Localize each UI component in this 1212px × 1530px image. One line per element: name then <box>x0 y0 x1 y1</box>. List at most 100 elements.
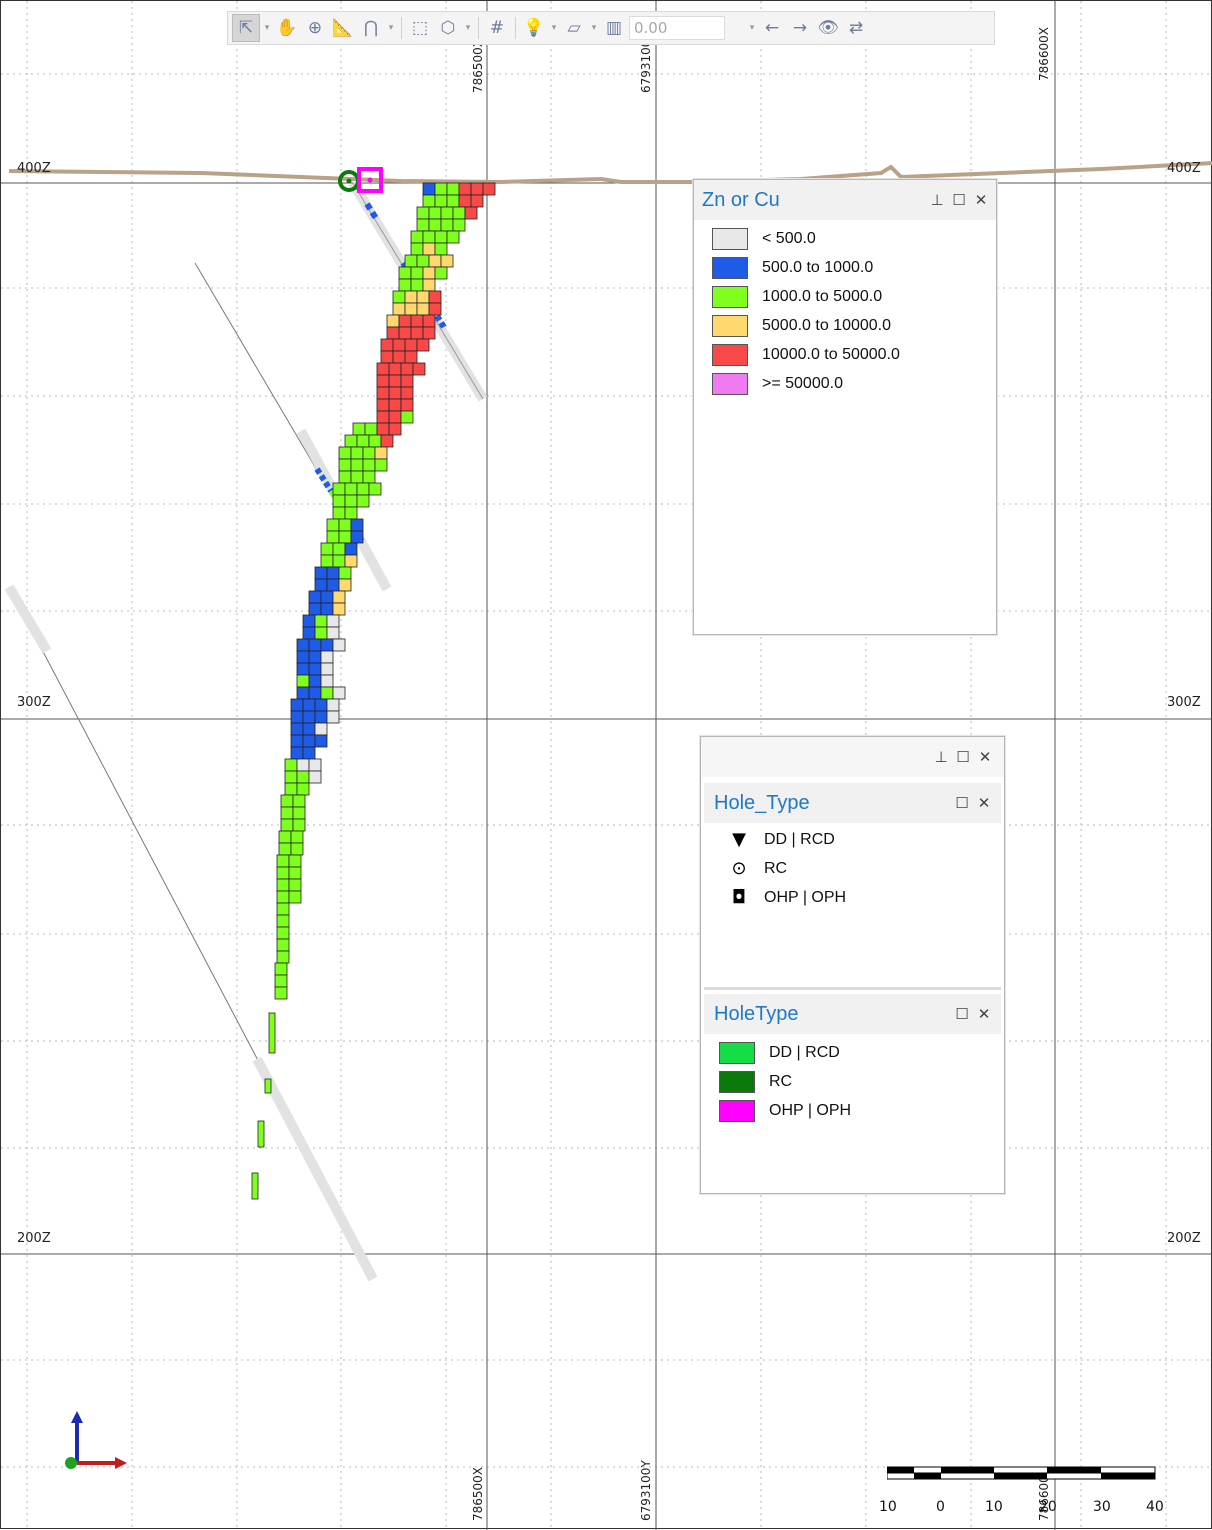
legend-swatch <box>712 343 748 366</box>
block-cell <box>362 446 376 460</box>
block-cell <box>290 842 304 856</box>
section-dropdown-icon[interactable]: ▾ <box>591 23 597 33</box>
block-cell <box>434 230 448 244</box>
select-dropdown-icon[interactable]: ▾ <box>264 23 270 33</box>
flip-icon[interactable]: ⇄ <box>848 18 864 38</box>
block-cell <box>314 734 328 748</box>
block-cell <box>320 542 334 556</box>
close-icon[interactable]: ✕ <box>977 1005 991 1023</box>
maximize-icon[interactable]: ☐ <box>952 191 966 209</box>
block-cell <box>344 542 358 556</box>
crosshair-icon[interactable]: ⊕ <box>307 18 323 38</box>
block-cell <box>434 182 448 196</box>
block-cell <box>276 914 290 928</box>
light-dropdown-icon[interactable]: ▾ <box>551 23 557 33</box>
close-icon[interactable]: ✕ <box>977 794 991 812</box>
container-header[interactable]: ⊥ ☐ ✕ <box>701 737 1004 777</box>
section-width-dropdown-icon[interactable]: ▾ <box>749 23 755 33</box>
section-icon[interactable]: ▱ <box>567 18 581 38</box>
maximize-icon[interactable]: ☐ <box>956 748 970 766</box>
block-cell <box>376 362 390 376</box>
easting-label-top-3: 786600X <box>1037 26 1051 81</box>
block-cell <box>332 542 346 556</box>
block-cell <box>410 266 424 280</box>
block-cell <box>326 614 340 628</box>
block-cell <box>296 686 310 700</box>
legend-label: RC <box>769 1072 793 1090</box>
block-cell <box>320 638 334 652</box>
pin-icon[interactable]: ⊥ <box>934 748 948 766</box>
legend-label: OHP | OPH <box>764 888 847 906</box>
section-width-input[interactable] <box>629 16 725 40</box>
block-cell <box>422 242 436 256</box>
elevation-label-200-left: 200Z <box>17 1231 51 1246</box>
zn-cu-legend-header[interactable]: Zn or Cu ⊥ ☐ ✕ <box>694 180 996 220</box>
block-cell <box>288 890 302 904</box>
cube-dropdown-icon[interactable]: ▾ <box>465 23 471 33</box>
block-cell <box>364 422 378 436</box>
box-select-icon[interactable]: ⬚ <box>411 18 429 38</box>
drillhole-trace-3-band-top <box>4 584 52 654</box>
square-dot-icon: ◘ <box>731 887 747 908</box>
block-cell <box>422 326 436 340</box>
close-icon[interactable]: ✕ <box>974 191 988 209</box>
block-cell <box>314 626 328 640</box>
block-cell <box>398 278 412 292</box>
block-cell <box>416 218 430 232</box>
block-cell <box>338 458 352 472</box>
block-cell <box>308 602 322 616</box>
block-cell <box>308 770 322 784</box>
maximize-icon[interactable]: ☐ <box>955 1005 969 1023</box>
measure-ruler-icon[interactable]: 📐 <box>332 18 354 38</box>
target-circle-icon: ⊙ <box>731 858 747 879</box>
select-arrow-icon[interactable]: ⇱ <box>232 14 260 42</box>
block-cell <box>308 686 322 700</box>
pan-hand-icon[interactable]: ✋ <box>276 18 298 38</box>
block-cell <box>388 410 402 424</box>
legend-item: 5000.0 to 10000.0 <box>712 311 978 340</box>
block-cell <box>344 554 358 568</box>
legend-swatch <box>712 314 748 337</box>
block-cell <box>296 650 310 664</box>
grid-icon[interactable]: # <box>489 18 505 38</box>
light-bulb-icon[interactable]: 💡 <box>523 18 545 38</box>
cube-view-icon[interactable]: ⬡ <box>440 18 456 38</box>
close-icon[interactable]: ✕ <box>978 748 992 766</box>
block-cell <box>332 494 346 508</box>
block-cell <box>380 350 394 364</box>
slice-icon[interactable]: ▥ <box>605 18 623 38</box>
hole-type-legend-header[interactable]: Hole_Type ☐ ✕ <box>704 783 1001 823</box>
block-cell <box>422 266 436 280</box>
block-cell <box>376 386 390 400</box>
easting-label-bottom-2: 6793100Y <box>639 1460 653 1521</box>
arrow-right-icon[interactable]: → <box>792 18 808 38</box>
block-cell <box>392 290 406 304</box>
topography-surface-line <box>8 161 1212 185</box>
arrow-left-icon[interactable]: ← <box>764 18 780 38</box>
legend-item: >= 50000.0 <box>712 369 978 398</box>
block-cell <box>308 590 322 604</box>
look-icon[interactable]: 👁 <box>817 18 839 38</box>
block-cell <box>284 782 298 796</box>
block-cell <box>276 938 290 952</box>
block-cell <box>392 302 406 316</box>
block-cell <box>332 506 346 520</box>
block-cell <box>428 254 442 268</box>
block-cell <box>296 758 310 772</box>
block-cell <box>338 566 352 580</box>
block-cell <box>302 734 316 748</box>
block-cell <box>416 302 430 316</box>
snap-dropdown-icon[interactable]: ▾ <box>388 23 394 33</box>
holetype-legend-header[interactable]: HoleType ☐ ✕ <box>704 994 1001 1034</box>
snap-magnet-icon[interactable]: ⋂ <box>364 18 378 38</box>
scale-bar-graphic <box>886 1466 1156 1480</box>
block-cell <box>276 926 290 940</box>
block-cell <box>428 302 442 316</box>
legend-swatch <box>719 1070 755 1093</box>
pin-icon[interactable]: ⊥ <box>930 191 944 209</box>
scale-bar-label: 10 <box>879 1499 897 1515</box>
maximize-icon[interactable]: ☐ <box>955 794 969 812</box>
